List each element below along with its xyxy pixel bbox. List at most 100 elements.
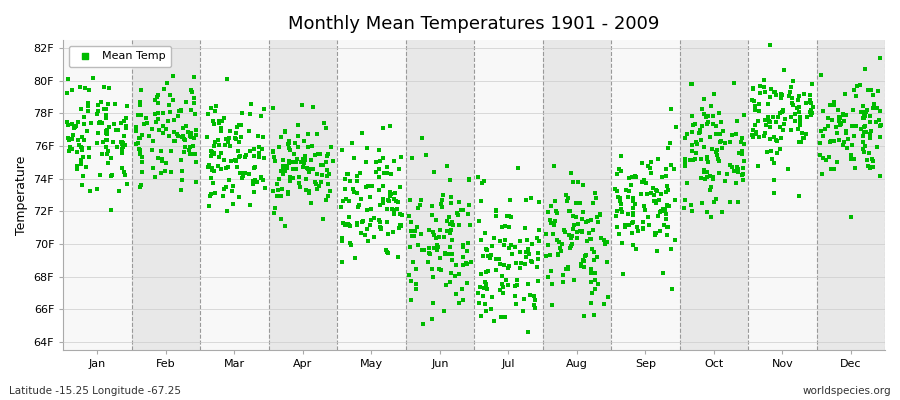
Point	[184, 87, 198, 93]
Point	[402, 213, 417, 219]
Point	[658, 189, 672, 196]
Point	[777, 66, 791, 73]
Point	[278, 128, 293, 134]
Point	[100, 136, 114, 143]
Point	[773, 95, 788, 101]
Point	[235, 170, 249, 176]
Point	[590, 254, 604, 260]
Point	[320, 173, 334, 179]
Point	[544, 281, 559, 287]
Point	[636, 225, 651, 231]
Point	[856, 103, 870, 110]
Bar	[474, 40, 543, 350]
Point	[427, 169, 441, 175]
Bar	[611, 40, 680, 350]
Point	[587, 248, 601, 255]
Point	[438, 251, 453, 257]
Point	[171, 108, 185, 114]
Point	[792, 92, 806, 99]
Point	[320, 181, 335, 188]
Point	[220, 207, 234, 214]
Point	[99, 106, 113, 112]
Point	[135, 154, 149, 160]
Y-axis label: Temperature: Temperature	[15, 155, 28, 235]
Point	[291, 144, 305, 150]
Point	[449, 291, 464, 297]
Point	[574, 228, 589, 234]
Point	[270, 181, 284, 187]
Point	[76, 114, 91, 120]
Point	[221, 177, 236, 184]
Point	[61, 122, 76, 129]
Point	[98, 115, 112, 121]
Point	[247, 146, 261, 152]
Point	[285, 166, 300, 172]
Title: Monthly Mean Temperatures 1901 - 2009: Monthly Mean Temperatures 1901 - 2009	[288, 15, 660, 33]
Point	[597, 236, 611, 243]
Point	[775, 108, 789, 115]
Point	[175, 134, 189, 140]
Point	[658, 206, 672, 212]
Point	[282, 138, 296, 144]
Point	[391, 198, 405, 205]
Point	[686, 121, 700, 128]
Point	[80, 108, 94, 114]
Point	[706, 174, 720, 181]
Point	[394, 222, 409, 228]
Point	[415, 134, 429, 141]
Point	[865, 156, 879, 162]
Point	[135, 159, 149, 166]
Point	[649, 186, 663, 193]
Point	[833, 121, 848, 127]
Point	[477, 178, 491, 184]
Point	[175, 177, 189, 183]
Point	[571, 179, 585, 185]
Point	[873, 123, 887, 130]
Point	[701, 112, 716, 119]
Point	[385, 229, 400, 235]
Point	[480, 247, 494, 254]
Point	[559, 265, 573, 272]
Point	[528, 297, 543, 303]
Point	[433, 255, 447, 262]
Point	[254, 174, 268, 180]
Point	[861, 163, 876, 170]
Point	[753, 89, 768, 96]
Point	[717, 178, 732, 184]
Point	[863, 131, 878, 137]
Point	[587, 312, 601, 318]
Point	[301, 144, 315, 150]
Point	[146, 138, 160, 144]
Point	[171, 113, 185, 120]
Point	[158, 126, 173, 132]
Point	[645, 185, 660, 191]
Point	[641, 214, 655, 220]
Point	[503, 197, 517, 204]
Point	[220, 76, 235, 82]
Bar	[406, 40, 474, 350]
Point	[372, 174, 386, 181]
Point	[471, 174, 485, 180]
Point	[211, 162, 225, 169]
Point	[290, 156, 304, 162]
Point	[868, 119, 883, 126]
Point	[697, 96, 711, 102]
Point	[805, 110, 819, 116]
Point	[364, 217, 378, 223]
Point	[100, 151, 114, 158]
Point	[187, 74, 202, 80]
Point	[857, 148, 871, 155]
Point	[79, 164, 94, 170]
Point	[730, 118, 744, 124]
Point	[744, 132, 759, 138]
Point	[92, 120, 106, 126]
Point	[612, 231, 626, 238]
Point	[349, 220, 364, 226]
Point	[452, 299, 466, 306]
Point	[382, 122, 397, 129]
Point	[843, 156, 858, 162]
Point	[351, 204, 365, 210]
Point	[873, 108, 887, 114]
Point	[844, 152, 859, 158]
Point	[177, 144, 192, 150]
